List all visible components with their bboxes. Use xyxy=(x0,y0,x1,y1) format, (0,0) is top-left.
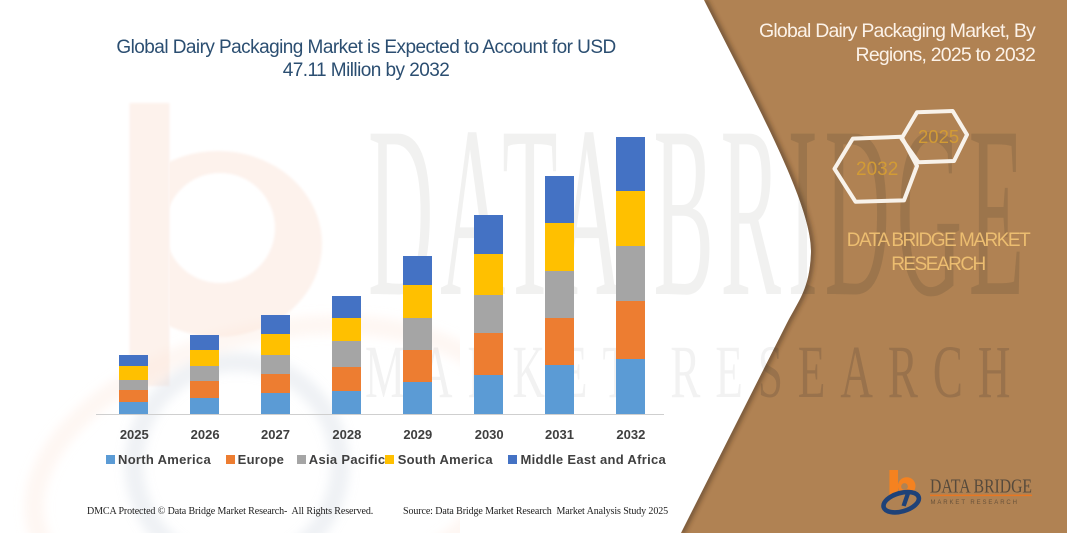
svg-text:MARKET RESEARCH: MARKET RESEARCH xyxy=(931,500,1019,506)
svg-text:MARKET RESEARCH: MARKET RESEARCH xyxy=(365,332,1025,414)
svg-text:DATA BRIDGE: DATA BRIDGE xyxy=(930,475,1032,497)
